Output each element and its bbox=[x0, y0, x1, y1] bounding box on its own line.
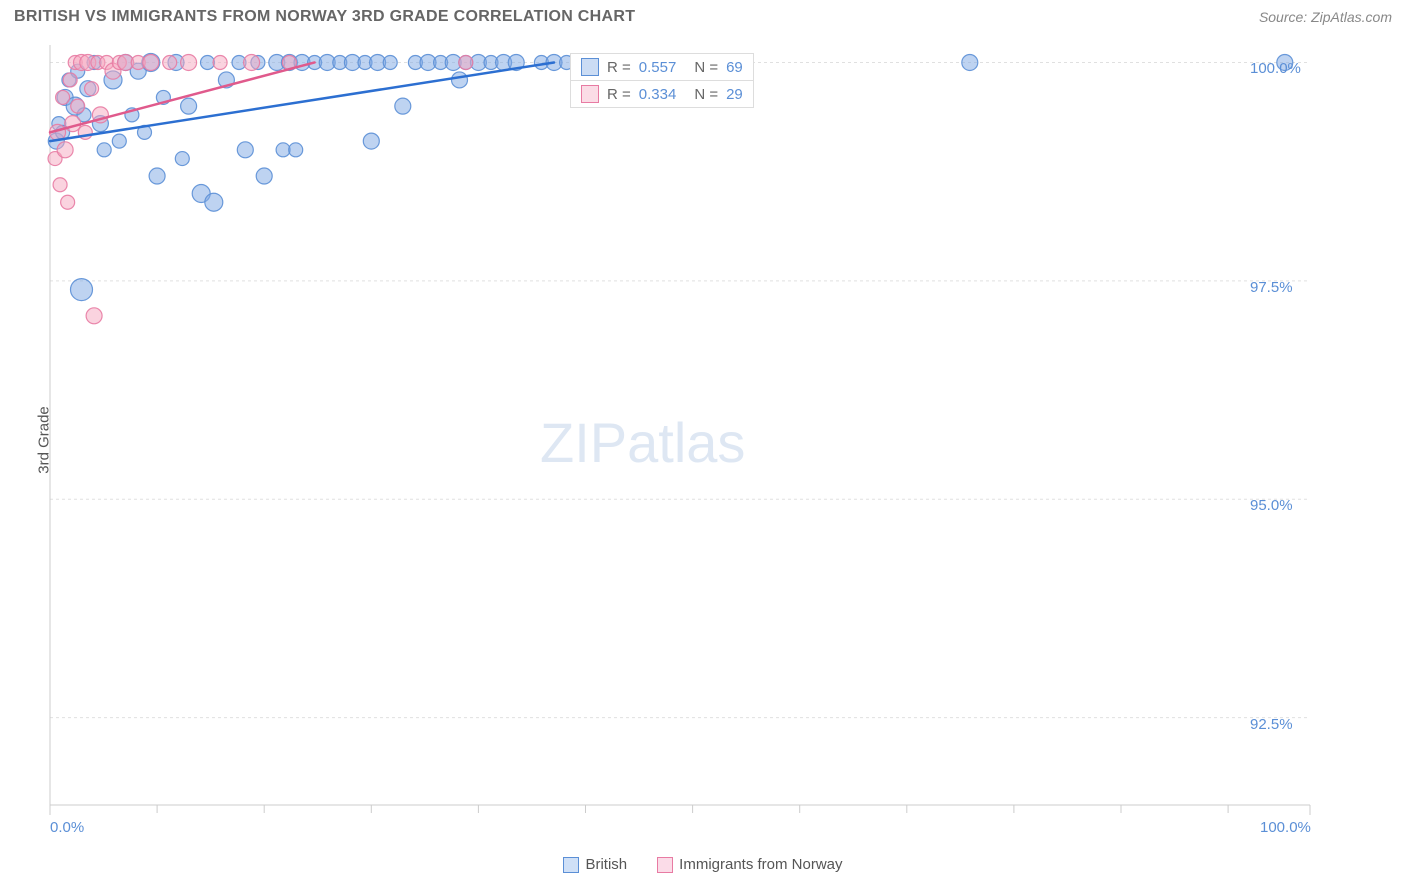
legend-swatch bbox=[581, 58, 599, 76]
legend-label: British bbox=[585, 856, 627, 873]
n-value: 29 bbox=[726, 86, 743, 103]
y-tick-label: 97.5% bbox=[1250, 279, 1293, 296]
y-tick-label: 100.0% bbox=[1250, 60, 1301, 77]
x-tick-label: 0.0% bbox=[50, 819, 84, 836]
r-value: 0.557 bbox=[639, 59, 677, 76]
y-tick-label: 95.0% bbox=[1250, 497, 1293, 514]
scatter-plot-svg bbox=[0, 30, 1406, 850]
correlation-legend-row: R = 0.557 N = 69 bbox=[571, 54, 753, 81]
n-label: N = bbox=[694, 86, 718, 103]
x-tick-label: 100.0% bbox=[1260, 819, 1311, 836]
series-legend: British Immigrants from Norway bbox=[0, 850, 1406, 873]
r-label: R = bbox=[607, 59, 631, 76]
legend-swatch bbox=[563, 857, 579, 873]
legend-swatch bbox=[581, 85, 599, 103]
chart-header: BRITISH VS IMMIGRANTS FROM NORWAY 3RD GR… bbox=[0, 0, 1406, 30]
legend-swatch bbox=[657, 857, 673, 873]
series-legend-item: British bbox=[563, 856, 627, 873]
n-value: 69 bbox=[726, 59, 743, 76]
chart-title: BRITISH VS IMMIGRANTS FROM NORWAY 3RD GR… bbox=[14, 8, 635, 26]
r-value: 0.334 bbox=[639, 86, 677, 103]
correlation-legend-row: R = 0.334 N = 29 bbox=[571, 81, 753, 107]
chart-source: Source: ZipAtlas.com bbox=[1259, 9, 1392, 25]
legend-label: Immigrants from Norway bbox=[679, 856, 842, 873]
r-label: R = bbox=[607, 86, 631, 103]
n-label: N = bbox=[694, 59, 718, 76]
chart-container: 3rd Grade ZIPatlas R = 0.557N = 69R = 0.… bbox=[0, 30, 1406, 850]
correlation-legend: R = 0.557 N = 69 R = 0.334 N = 29 bbox=[570, 53, 754, 108]
y-tick-label: 92.5% bbox=[1250, 716, 1293, 733]
series-legend-item: Immigrants from Norway bbox=[657, 856, 842, 873]
